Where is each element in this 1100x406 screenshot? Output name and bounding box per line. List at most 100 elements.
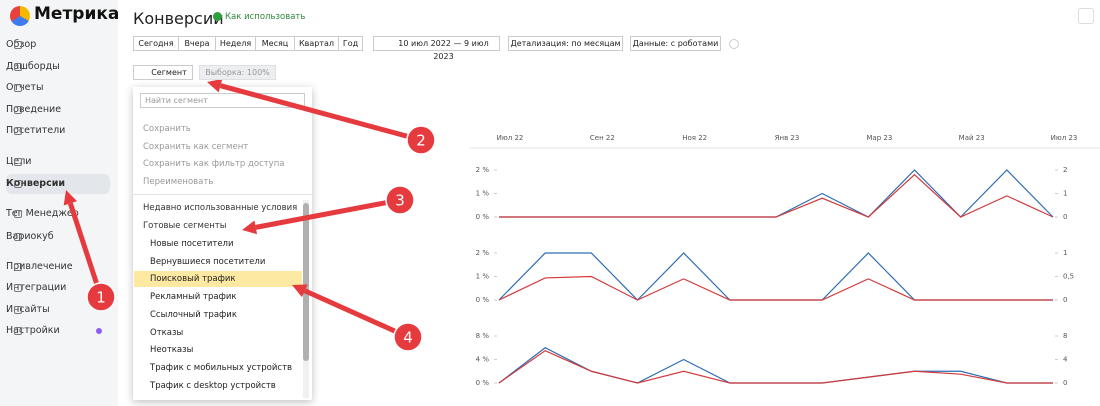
logo: Метрика bbox=[34, 4, 120, 24]
tick-label: 2 bbox=[1063, 166, 1067, 174]
nav-item[interactable]: Инсайты bbox=[6, 300, 110, 320]
nav-icon bbox=[14, 127, 22, 135]
menu-group[interactable]: Недавно использованные условия bbox=[143, 203, 298, 213]
nav-label: Поведение bbox=[6, 104, 62, 115]
segment-item[interactable]: Трафик с мобильных устройств bbox=[150, 362, 293, 373]
tick-label: 4 bbox=[1063, 356, 1068, 364]
x-tick-label: Июл 23 bbox=[1051, 134, 1078, 142]
segment-item[interactable]: Ссылочный трафик bbox=[150, 309, 237, 320]
nav-icon bbox=[14, 263, 22, 271]
callout-number: 4 bbox=[403, 329, 413, 347]
separator bbox=[133, 194, 312, 195]
series-line bbox=[498, 350, 1053, 384]
menu-action[interactable]: Сохранить как фильтр доступа bbox=[143, 159, 285, 170]
nav-label: Цели bbox=[6, 156, 32, 167]
segment-item[interactable]: Вернувшиеся посетители bbox=[150, 256, 266, 267]
tick-label: 1 % bbox=[476, 273, 490, 281]
period-button[interactable]: Квартал bbox=[294, 36, 339, 51]
segment-item[interactable]: Рекламный трафик bbox=[150, 292, 237, 303]
x-tick-label: Май 23 bbox=[959, 134, 985, 142]
period-button[interactable]: Сегодня bbox=[133, 36, 179, 51]
nav-item[interactable]: Посетители bbox=[6, 121, 110, 141]
x-tick-label: Мар 23 bbox=[866, 134, 892, 142]
nav-item[interactable]: Цели bbox=[6, 152, 110, 172]
nav-icon bbox=[14, 327, 22, 335]
menu-group[interactable]: Готовые сегменты bbox=[143, 221, 227, 231]
period-button[interactable]: Вчера bbox=[178, 36, 216, 51]
nav-label: Настройки bbox=[6, 325, 60, 336]
nav-item[interactable]: Интеграции bbox=[6, 278, 110, 298]
nav-item[interactable]: Конверсии bbox=[6, 174, 110, 194]
tick-label: 2 % bbox=[476, 166, 490, 174]
callout-circle bbox=[406, 125, 436, 155]
x-tick-label: Янв 23 bbox=[775, 134, 800, 142]
nav-item[interactable]: Настройки bbox=[6, 321, 110, 341]
callout-circle bbox=[393, 322, 423, 352]
nav-label: Конверсии bbox=[6, 178, 66, 189]
arrow-head bbox=[63, 190, 78, 206]
logo-icon bbox=[10, 6, 30, 26]
nav-item[interactable]: Отчеты bbox=[6, 78, 110, 98]
badge bbox=[96, 328, 102, 334]
tick-label: 0 bbox=[1063, 379, 1067, 387]
tick-label: 1 % bbox=[476, 190, 490, 198]
nav-icon bbox=[14, 106, 22, 114]
tick-label: 8 % bbox=[476, 332, 490, 340]
help-icon bbox=[213, 12, 222, 21]
scroll-thumb[interactable] bbox=[303, 203, 309, 361]
nav-item[interactable]: Обзор bbox=[6, 35, 110, 55]
help-link[interactable]: Как использовать bbox=[225, 12, 306, 22]
x-tick-label: Июл 22 bbox=[497, 134, 524, 142]
menu-action[interactable]: Сохранить bbox=[143, 124, 191, 134]
callout-arrow bbox=[255, 197, 401, 230]
nav-label: Посетители bbox=[6, 125, 66, 136]
callout-number: 3 bbox=[395, 192, 405, 210]
nav-label: Инсайты bbox=[6, 304, 50, 315]
callout-number: 2 bbox=[416, 132, 426, 150]
nav-item[interactable]: Дашборды bbox=[6, 57, 110, 77]
period-button[interactable]: Неделя bbox=[215, 36, 256, 51]
page-title: Конверсии bbox=[133, 9, 224, 28]
tick-label: 0 % bbox=[476, 296, 490, 304]
callout-arrow bbox=[219, 83, 422, 143]
series-line bbox=[498, 347, 1053, 384]
x-tick-label: Сен 22 bbox=[590, 134, 615, 142]
nav-item[interactable]: Поведение bbox=[6, 100, 110, 120]
menu-action[interactable]: Сохранить как сегмент bbox=[143, 141, 249, 152]
nav-icon bbox=[14, 84, 22, 92]
search-input[interactable]: Найти сегмент bbox=[140, 93, 305, 108]
segment-item[interactable]: Новые посетители bbox=[150, 239, 234, 249]
series-line bbox=[499, 169, 1054, 218]
x-tick-label: Ноя 22 bbox=[682, 134, 707, 142]
detail-select[interactable]: Детализация: по месяцам bbox=[508, 36, 623, 51]
segment-item[interactable]: Поисковый трафик bbox=[150, 274, 236, 285]
nav-icon bbox=[14, 233, 22, 241]
data-select[interactable]: Данные: с роботами bbox=[630, 36, 721, 51]
arrow-head bbox=[292, 284, 308, 298]
segment-button[interactable]: Сегмент bbox=[133, 65, 193, 80]
callout-circle bbox=[86, 282, 116, 312]
nav-item[interactable]: Тег Менеджер bbox=[6, 204, 110, 224]
nav-item[interactable]: Вариокуб bbox=[6, 227, 110, 247]
callout-arrow bbox=[303, 288, 410, 340]
highlight bbox=[134, 271, 302, 288]
period-button[interactable]: Год bbox=[338, 36, 363, 51]
tick-label: 0 % bbox=[476, 379, 490, 387]
segment-item[interactable]: Отказы bbox=[150, 327, 184, 338]
period-button[interactable]: Месяц bbox=[255, 36, 295, 51]
nav-label: Отчеты bbox=[6, 82, 44, 93]
info-icon bbox=[729, 39, 739, 49]
tick-label: 4 % bbox=[476, 356, 490, 364]
nav-icon bbox=[14, 306, 22, 314]
segment-item[interactable]: Неотказы bbox=[150, 345, 194, 356]
nav-item[interactable]: Привлечение bbox=[6, 257, 110, 277]
tick-label: 0 % bbox=[476, 213, 490, 221]
nav-icon bbox=[14, 63, 22, 71]
ai-button[interactable] bbox=[1078, 8, 1094, 24]
tick-label: 1 bbox=[1063, 190, 1067, 198]
nav-icon bbox=[14, 180, 22, 188]
date-button[interactable]: 10 июл 2022 — 9 июл 2023 bbox=[373, 36, 500, 61]
segment-item[interactable]: Трафик с desktop устройств bbox=[150, 380, 276, 391]
menu-action[interactable]: Переименовать bbox=[143, 177, 214, 188]
